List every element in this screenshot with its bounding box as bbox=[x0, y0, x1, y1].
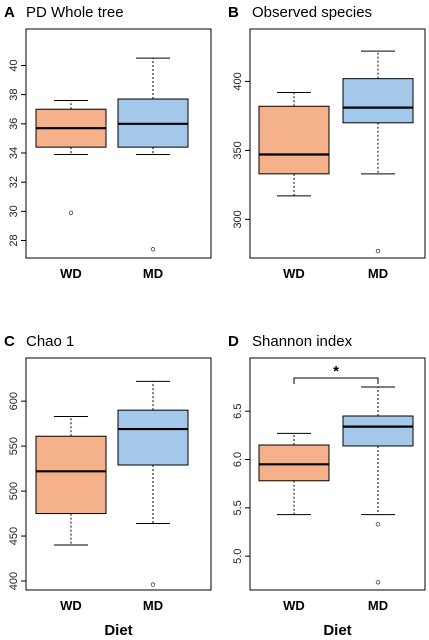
y-tick-label: 28 bbox=[8, 234, 20, 246]
box-MD bbox=[117, 57, 189, 252]
significance-marker: * bbox=[333, 363, 339, 380]
panel-A: A PD Whole tree 28 30 32 34 36 38 40 WD MD bbox=[4, 4, 212, 281]
y-tick-label: 5.5 bbox=[232, 500, 244, 515]
x-tick-label: WD bbox=[60, 598, 82, 613]
y-tick-label: 400 bbox=[8, 572, 20, 590]
y-tick-label: 40 bbox=[8, 59, 20, 71]
significance-bracket bbox=[293, 377, 379, 384]
y-tick-label: 300 bbox=[232, 210, 244, 228]
y-tick-label: 6.0 bbox=[232, 452, 244, 467]
y-tick-label: 600 bbox=[8, 392, 20, 410]
panel-label: D bbox=[228, 333, 239, 350]
panel-title: Chao 1 bbox=[26, 333, 74, 350]
y-tick-label: 450 bbox=[8, 527, 20, 545]
x-tick-label: WD bbox=[283, 598, 305, 613]
iqr-box bbox=[258, 444, 330, 482]
y-tick-label: 550 bbox=[8, 437, 20, 455]
iqr-box bbox=[258, 105, 330, 175]
y-tick-label: 400 bbox=[232, 72, 244, 90]
x-tick-label: MD bbox=[143, 266, 163, 281]
x-tick-label: MD bbox=[368, 266, 388, 281]
x-tick-label: MD bbox=[368, 598, 388, 613]
outlier-point bbox=[68, 210, 74, 215]
iqr-box bbox=[117, 409, 189, 466]
y-tick-label: 5.0 bbox=[232, 549, 244, 564]
plot-frame bbox=[25, 357, 212, 591]
box-WD bbox=[258, 432, 330, 516]
panel-title: PD Whole tree bbox=[26, 4, 124, 21]
iqr-box bbox=[35, 435, 107, 515]
panel-D: D Shannon index 5.0 5.5 6.0 6.5 WD MD Diet * bbox=[228, 333, 426, 639]
plot-frame bbox=[249, 28, 426, 259]
x-tick-label: WD bbox=[283, 266, 305, 281]
outlier-point bbox=[375, 522, 381, 527]
outlier-point bbox=[150, 582, 156, 587]
iqr-box bbox=[342, 78, 414, 124]
box-MD bbox=[342, 386, 414, 585]
y-tick-label: 350 bbox=[232, 141, 244, 159]
outlier-point bbox=[375, 580, 381, 585]
outlier-point bbox=[375, 248, 381, 254]
box-WD bbox=[35, 99, 107, 215]
plot-frame bbox=[249, 357, 426, 591]
x-tick-label: WD bbox=[60, 266, 82, 281]
panel-label: A bbox=[4, 4, 15, 21]
box-MD bbox=[117, 380, 189, 587]
outlier-point bbox=[150, 247, 156, 252]
x-axis-label: Diet bbox=[323, 622, 351, 639]
x-axis-label: Diet bbox=[104, 622, 132, 639]
y-tick-label: 32 bbox=[8, 176, 20, 188]
iqr-box bbox=[342, 415, 414, 447]
panel-label: B bbox=[228, 4, 239, 21]
y-tick-label: 34 bbox=[8, 147, 20, 159]
y-tick-label: 30 bbox=[8, 205, 20, 217]
y-tick-label: 38 bbox=[8, 89, 20, 101]
panel-C: C Chao 1 400 450 500 550 600 WD MD Diet bbox=[4, 333, 212, 639]
y-tick-label: 36 bbox=[8, 118, 20, 130]
panel-title: Observed species bbox=[252, 4, 372, 21]
plot-frame bbox=[25, 28, 212, 259]
box-WD bbox=[35, 415, 107, 546]
box-MD bbox=[342, 50, 414, 254]
panel-label: C bbox=[4, 333, 15, 350]
box-WD bbox=[258, 91, 330, 197]
y-tick-label: 500 bbox=[8, 482, 20, 500]
panel-title: Shannon index bbox=[252, 333, 353, 350]
x-tick-label: MD bbox=[143, 598, 163, 613]
y-tick-label: 6.5 bbox=[232, 404, 244, 419]
panel-B: B Observed species 300 350 400 WD MD bbox=[228, 4, 426, 281]
